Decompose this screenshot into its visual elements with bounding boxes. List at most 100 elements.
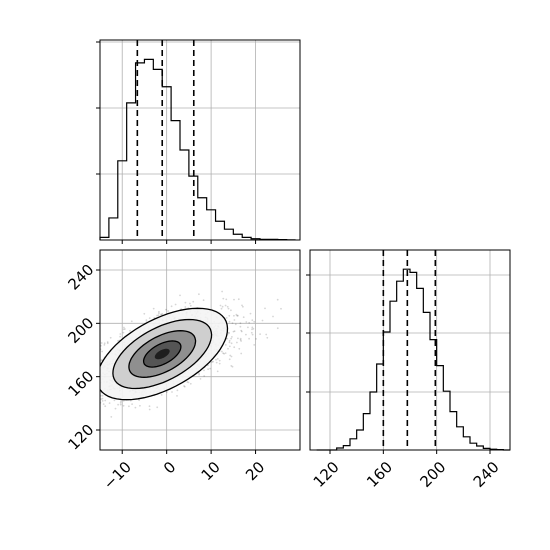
scatter-point	[261, 319, 264, 322]
scatter-point	[189, 382, 192, 385]
scatter-point	[104, 399, 107, 402]
axes-frame	[99, 249, 301, 451]
scatter-point	[122, 331, 125, 334]
scatter-point	[251, 333, 254, 336]
scatter-point	[120, 400, 122, 402]
scatter-point	[123, 326, 125, 329]
scatter-point	[230, 309, 232, 312]
density-contour	[112, 318, 213, 390]
scatter-point	[228, 314, 231, 317]
scatter-point	[228, 341, 231, 344]
scatter-point	[227, 307, 230, 310]
scatter-point	[231, 322, 234, 325]
scatter-point	[148, 317, 151, 319]
scatter-point	[255, 338, 257, 340]
scatter-point	[215, 361, 218, 364]
scatter-point	[158, 310, 160, 313]
scatter-point	[231, 336, 233, 338]
scatter-point	[224, 304, 227, 307]
scatter-point	[228, 358, 231, 361]
scatter-point	[237, 337, 239, 340]
scatter-point	[221, 350, 223, 353]
scatter-point	[158, 312, 160, 315]
scatter-point	[249, 312, 252, 315]
scatter-point	[106, 341, 109, 343]
scatter-point	[138, 399, 141, 402]
scatter-point	[240, 330, 243, 333]
scatter-point	[251, 328, 253, 331]
scatter-point	[127, 405, 130, 408]
scatter-point	[280, 307, 282, 310]
density-level	[154, 348, 170, 360]
scatter-point	[224, 344, 227, 346]
scatter-point	[242, 305, 244, 308]
scatter-point	[242, 316, 245, 319]
scatter-point	[253, 320, 256, 323]
scatter-point	[252, 327, 255, 330]
scatter-point	[226, 305, 229, 308]
scatter-point	[251, 326, 254, 329]
scatter-point	[226, 337, 229, 340]
scatter-point	[119, 403, 122, 406]
scatter-point	[264, 307, 266, 310]
scatter-point	[216, 370, 219, 373]
scatter-point	[167, 310, 170, 312]
scatter-point	[176, 389, 179, 392]
scatter-point	[233, 298, 235, 301]
scatter-point	[148, 405, 151, 408]
scatter-point	[238, 347, 241, 350]
scatter-point	[101, 397, 104, 400]
scatter-point	[186, 381, 189, 383]
scatter-point	[228, 339, 231, 342]
density-contour	[128, 330, 197, 378]
scatter-point	[247, 326, 249, 329]
scatter-point	[276, 327, 279, 330]
scatter-point	[230, 337, 233, 340]
scatter-point	[183, 385, 186, 388]
scatter-point	[276, 298, 279, 301]
scatter-point	[225, 317, 228, 319]
scatter-point	[103, 344, 106, 346]
scatter-point	[265, 333, 268, 336]
scatter-point	[139, 404, 141, 407]
scatter-point	[228, 345, 231, 348]
scatter-point	[239, 322, 242, 325]
scatter-point	[170, 305, 173, 308]
scatter-point	[184, 306, 187, 308]
scatter-point	[100, 398, 102, 400]
scatter-point	[145, 319, 148, 322]
scatter-point	[109, 336, 112, 339]
axes-frame	[309, 249, 511, 451]
scatter-point	[253, 344, 256, 346]
scatter-point	[233, 330, 236, 333]
scatter-point	[251, 319, 254, 322]
scatter-point	[160, 394, 163, 396]
scatter-point	[114, 407, 117, 410]
scatter-point	[106, 342, 109, 345]
scatter-point	[259, 333, 261, 335]
scatter-point	[222, 352, 225, 354]
scatter-point	[174, 303, 177, 306]
scatter-point	[157, 314, 160, 317]
scatter-point	[161, 312, 164, 315]
scatter-point	[209, 367, 212, 370]
scatter-point	[228, 320, 231, 323]
scatter-point	[221, 290, 224, 293]
scatter-point	[148, 408, 151, 411]
scatter-point	[101, 350, 103, 353]
scatter-point	[241, 304, 243, 307]
scatter-point	[134, 406, 137, 409]
scatter-point	[103, 342, 106, 345]
scatter-point	[156, 314, 159, 317]
scatter-point	[198, 372, 200, 375]
scatter-point	[152, 307, 155, 310]
scatter-point	[119, 333, 122, 335]
histogram-steps	[316, 268, 510, 451]
scatter-point	[113, 399, 116, 402]
scatter-point	[215, 358, 217, 361]
hist-x-panel	[96, 39, 301, 244]
scatter-point	[203, 369, 205, 372]
scatter-point	[159, 313, 162, 316]
scatter-point	[250, 331, 253, 334]
